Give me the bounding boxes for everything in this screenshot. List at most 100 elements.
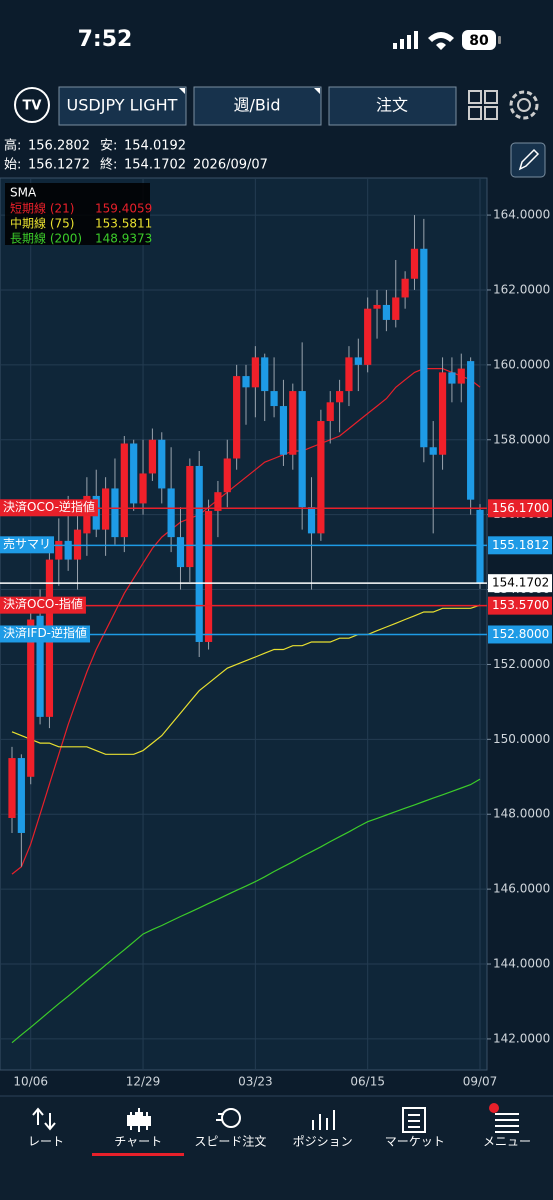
candle-body bbox=[307, 507, 316, 534]
candle-body bbox=[27, 619, 35, 777]
info-date: 2026/09/07 bbox=[193, 158, 268, 173]
candle-body bbox=[373, 304, 381, 309]
info-value: 156.2802 bbox=[28, 139, 90, 154]
candle-body bbox=[139, 473, 147, 504]
candle-body bbox=[401, 278, 409, 298]
legend-value: 153.5811 bbox=[95, 217, 152, 231]
candle-body bbox=[130, 443, 138, 504]
candle-body bbox=[279, 406, 288, 455]
ohlc-info: 高: 156.2802 安: 154.0192 始: 156.1272 終: 1… bbox=[4, 138, 268, 173]
candle-body bbox=[167, 488, 175, 538]
pencil-icon bbox=[518, 148, 540, 171]
y-tick-label: 150.0000 bbox=[493, 732, 550, 746]
candle-body bbox=[120, 443, 128, 538]
order-label: 売サマリ bbox=[3, 536, 51, 551]
tab-label[interactable]: スピード注文 bbox=[194, 1134, 266, 1149]
y-tick-label: 148.0000 bbox=[493, 807, 550, 821]
order-label: 注文 bbox=[376, 96, 408, 115]
order-price: 156.1700 bbox=[492, 501, 549, 515]
info-value: 154.0192 bbox=[124, 139, 186, 154]
candle-body bbox=[17, 758, 25, 833]
candle-body bbox=[148, 439, 156, 474]
layout-icon[interactable] bbox=[468, 90, 498, 120]
candle-body bbox=[457, 368, 465, 384]
candle-body bbox=[317, 421, 325, 534]
x-tick-label: 06/15 bbox=[350, 1075, 385, 1089]
candle-body bbox=[336, 391, 344, 403]
sma-line bbox=[11, 604, 481, 755]
battery-level: 80 bbox=[469, 33, 489, 49]
candle-body bbox=[364, 308, 372, 365]
info-value: 154.1702 bbox=[124, 158, 186, 173]
candle-body bbox=[111, 488, 119, 538]
order-price-tag bbox=[488, 596, 552, 615]
candle-body bbox=[242, 376, 250, 388]
tab-label[interactable]: ポジション bbox=[293, 1135, 353, 1149]
candle-body bbox=[354, 357, 362, 365]
candle-body bbox=[186, 465, 194, 568]
candle-body bbox=[8, 758, 16, 818]
last-price: 154.1702 bbox=[492, 576, 549, 590]
period-label: 週/Bid bbox=[234, 96, 281, 115]
order-price-tag bbox=[488, 536, 552, 555]
candle-body bbox=[448, 372, 456, 384]
symbol-button[interactable] bbox=[58, 86, 187, 126]
x-tick-label: 10/06 bbox=[13, 1075, 48, 1089]
legend-name: 中期線 (75) bbox=[10, 216, 74, 231]
battery-tip bbox=[498, 36, 501, 44]
tab-label[interactable]: チャート bbox=[114, 1135, 162, 1149]
candle-body bbox=[382, 304, 390, 320]
candle-body bbox=[345, 357, 353, 392]
wifi-icon bbox=[428, 32, 454, 50]
y-tick-label: 164.0000 bbox=[493, 208, 550, 222]
x-tick-label: 12/29 bbox=[126, 1075, 161, 1089]
tab-label[interactable]: メニュー bbox=[483, 1135, 531, 1149]
candle-body bbox=[289, 391, 297, 455]
candle-body bbox=[233, 376, 241, 459]
candle-body bbox=[36, 615, 44, 717]
period-button[interactable] bbox=[193, 86, 322, 126]
info-label: 終: bbox=[100, 157, 117, 173]
tabs: レート チャート スピード注文 ポジション マーケット メニュー bbox=[28, 1134, 531, 1149]
candle-body bbox=[223, 458, 231, 493]
y-tick-label: 160.0000 bbox=[493, 357, 550, 371]
order-price: 152.8000 bbox=[492, 627, 549, 641]
draw-button[interactable] bbox=[510, 142, 546, 178]
candle-body bbox=[410, 248, 419, 279]
x-tick-label: 09/07 bbox=[463, 1075, 498, 1089]
info-label: 安: bbox=[100, 139, 117, 154]
order-label-box[interactable] bbox=[0, 596, 86, 614]
tab-label[interactable]: レート bbox=[28, 1135, 64, 1149]
order-label-box[interactable] bbox=[0, 625, 91, 643]
order-label-box[interactable] bbox=[0, 499, 98, 517]
settings-icon[interactable] bbox=[509, 90, 539, 120]
candle-body bbox=[429, 447, 437, 455]
logo-mark: TV bbox=[23, 99, 42, 114]
candle-body bbox=[64, 540, 72, 560]
candle-body bbox=[176, 537, 185, 568]
y-tick-label: 152.0000 bbox=[493, 657, 550, 671]
last-price-tag bbox=[488, 574, 552, 593]
order-price-tag bbox=[488, 625, 552, 644]
candle-body bbox=[420, 248, 428, 448]
info-label: 始: bbox=[4, 158, 21, 173]
order-label: 決済OCO-逆指値 bbox=[3, 499, 95, 514]
info-label: 高: bbox=[4, 138, 21, 154]
legend-name: 長期線 (200) bbox=[10, 231, 82, 246]
x-tick-label: 03/23 bbox=[238, 1075, 273, 1089]
candle-body bbox=[438, 372, 447, 455]
y-tick-label: 144.0000 bbox=[493, 957, 550, 971]
sma-line bbox=[11, 368, 481, 875]
tab-label[interactable]: マーケット bbox=[385, 1135, 445, 1149]
legend-box bbox=[5, 183, 150, 245]
order-button[interactable] bbox=[328, 86, 457, 126]
logo[interactable] bbox=[14, 87, 50, 123]
chart: 142.0000 144.0000 146.0000 148.0000 150.0000… bbox=[0, 178, 552, 1089]
corner-mark bbox=[179, 88, 185, 94]
order-label-box[interactable] bbox=[0, 536, 55, 554]
candle-body bbox=[214, 492, 222, 511]
candle-body bbox=[392, 297, 400, 320]
candle-body bbox=[195, 465, 203, 642]
candle-body bbox=[326, 402, 334, 422]
